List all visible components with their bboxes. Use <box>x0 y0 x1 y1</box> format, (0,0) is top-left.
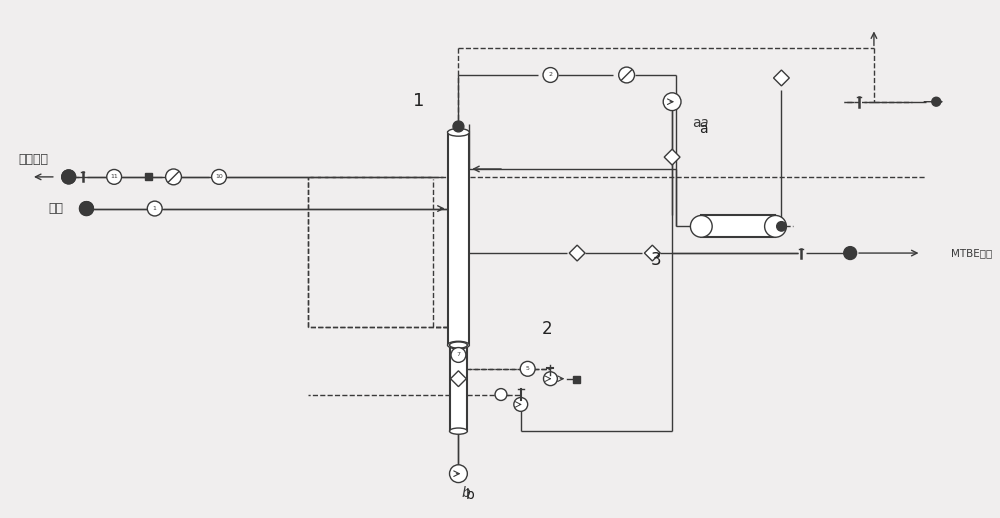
Circle shape <box>80 202 93 215</box>
Bar <box>701 215 775 237</box>
Bar <box>573 376 580 383</box>
Polygon shape <box>664 149 680 165</box>
Polygon shape <box>451 371 466 386</box>
Circle shape <box>450 465 467 483</box>
Text: 3: 3 <box>651 251 662 269</box>
Polygon shape <box>644 245 660 261</box>
Ellipse shape <box>450 342 467 348</box>
Circle shape <box>514 397 528 411</box>
Text: 原料: 原料 <box>48 202 63 215</box>
Text: b: b <box>462 486 471 500</box>
Bar <box>145 174 152 180</box>
Circle shape <box>62 170 76 184</box>
Circle shape <box>147 201 162 216</box>
Circle shape <box>80 202 93 215</box>
Polygon shape <box>569 245 585 261</box>
Circle shape <box>777 222 786 231</box>
Text: a: a <box>693 117 701 131</box>
Ellipse shape <box>448 128 469 136</box>
Text: 塔底产品: 塔底产品 <box>18 153 48 166</box>
Text: 11: 11 <box>110 175 118 179</box>
Circle shape <box>166 169 181 185</box>
Text: 1: 1 <box>153 206 157 211</box>
Text: 5: 5 <box>526 366 530 371</box>
Bar <box>450 345 467 431</box>
Circle shape <box>663 93 681 111</box>
Text: 10: 10 <box>215 175 223 179</box>
Circle shape <box>520 362 535 376</box>
Circle shape <box>932 97 941 106</box>
Ellipse shape <box>690 215 712 237</box>
Circle shape <box>619 67 635 83</box>
Text: b: b <box>466 488 475 502</box>
Text: 1: 1 <box>413 92 425 110</box>
Bar <box>448 133 469 345</box>
Circle shape <box>453 121 464 132</box>
Circle shape <box>212 169 226 184</box>
Circle shape <box>62 170 76 184</box>
Ellipse shape <box>765 215 786 237</box>
Text: a: a <box>700 117 708 131</box>
Polygon shape <box>774 70 789 86</box>
Text: 2: 2 <box>548 73 552 78</box>
Text: a: a <box>699 122 708 136</box>
Circle shape <box>495 388 507 400</box>
Text: 7: 7 <box>456 352 460 357</box>
Circle shape <box>844 247 857 260</box>
Circle shape <box>543 67 558 82</box>
Circle shape <box>544 372 557 385</box>
Text: 2: 2 <box>542 320 553 338</box>
Ellipse shape <box>450 428 467 434</box>
Text: MTBE产品: MTBE产品 <box>951 248 992 258</box>
Circle shape <box>451 348 466 363</box>
Ellipse shape <box>448 341 469 349</box>
Circle shape <box>107 169 122 184</box>
